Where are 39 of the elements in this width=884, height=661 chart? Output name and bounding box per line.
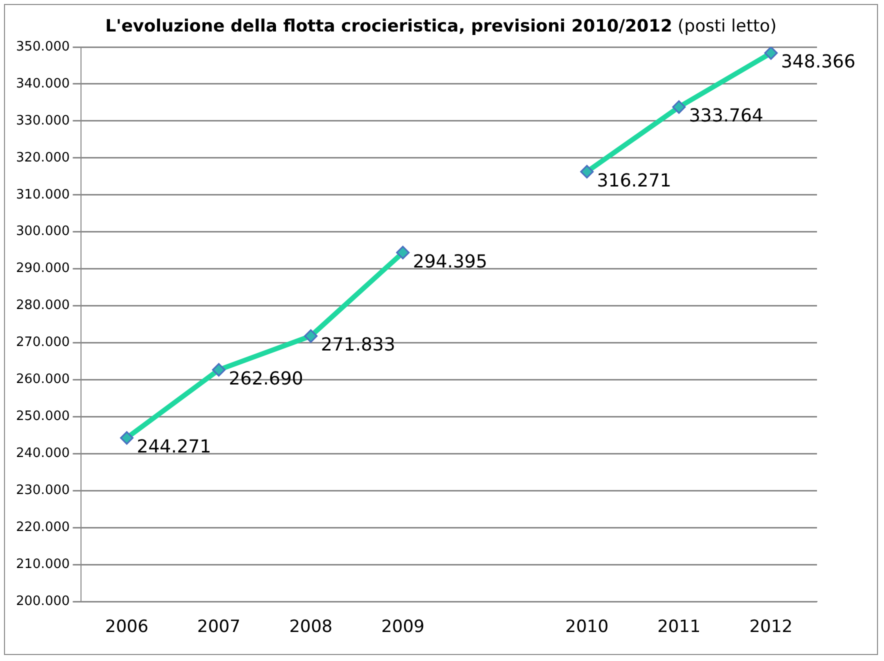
data-label: 271.833 <box>320 334 396 356</box>
data-label: 262.690 <box>228 368 304 390</box>
x-tick-label: 2007 <box>197 617 240 638</box>
x-tick-label: 2008 <box>289 617 332 638</box>
y-tick-label: 230.000 <box>16 483 70 498</box>
chart-title: L'evoluzione della flotta crocieristica, previsioni 2010/2012 <box>105 16 672 36</box>
point <box>672 100 686 114</box>
y-tick-label: 310.000 <box>16 187 70 202</box>
data-label: 348.366 <box>780 52 856 73</box>
y-tick-label: 350.000 <box>16 39 70 54</box>
data-label: 294.395 <box>412 251 488 272</box>
x-tick-label: 2010 <box>565 617 609 638</box>
y-tick-label: 280.000 <box>16 298 70 314</box>
point <box>304 329 318 343</box>
point <box>396 246 410 260</box>
data-label: 244.271 <box>136 436 212 458</box>
y-tick-label: 250.000 <box>16 409 70 424</box>
y-tick-label: 240.000 <box>16 446 70 462</box>
y-tick-label: 220.000 <box>16 520 70 536</box>
y-tick-label: 290.000 <box>16 261 70 276</box>
x-tick-label: 2012 <box>749 617 793 638</box>
y-tick-label: 200.000 <box>16 594 70 609</box>
point <box>212 363 226 377</box>
x-tick-label: 2011 <box>657 617 701 638</box>
y-tick-label: 320.000 <box>16 150 70 166</box>
chart-subtitle: (posti letto) <box>672 16 777 36</box>
y-tick-label: 340.000 <box>16 76 70 92</box>
data-label: 316.271 <box>596 170 672 192</box>
x-tick-label: 2009 <box>381 617 424 638</box>
point <box>120 431 134 445</box>
y-tick-label: 210.000 <box>16 557 70 572</box>
data-label: 333.764 <box>688 106 764 127</box>
point <box>580 164 594 178</box>
point <box>764 47 778 60</box>
y-tick-label: 270.000 <box>16 335 70 350</box>
y-tick-label: 300.000 <box>16 224 70 240</box>
x-tick-label: 2006 <box>105 617 148 638</box>
y-tick-label: 260.000 <box>16 372 70 388</box>
y-tick-label: 330.000 <box>16 113 70 128</box>
